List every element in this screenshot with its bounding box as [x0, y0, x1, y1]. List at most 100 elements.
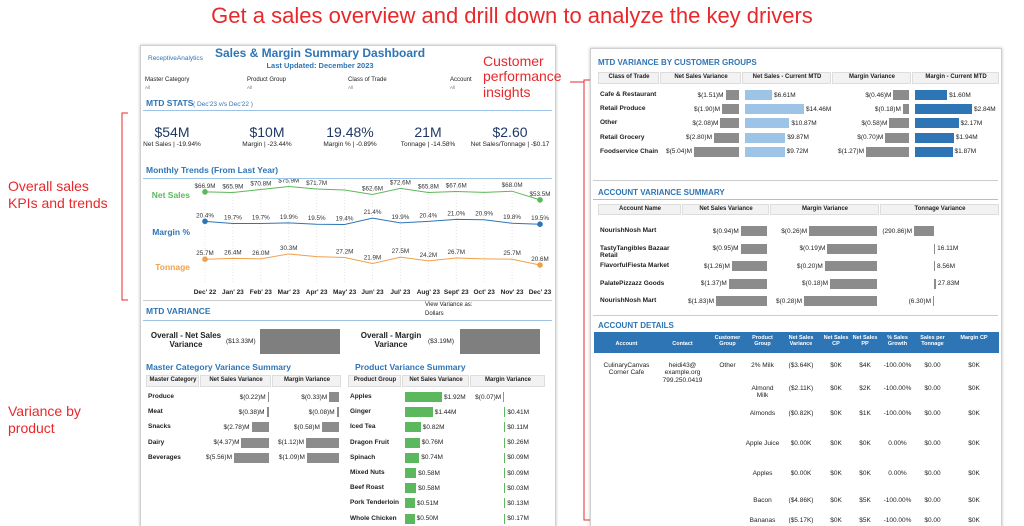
- bar-label: $(1.83)M: [687, 297, 714, 305]
- bar-label: $6.61M: [773, 91, 796, 99]
- bar-label: $10.87M: [791, 119, 817, 127]
- bar-label: $(1.09)M: [278, 454, 305, 462]
- bar: [503, 392, 505, 402]
- x-tick-label: Jan' 23: [222, 289, 244, 296]
- bar: [827, 243, 877, 254]
- cell: $0.00: [924, 440, 941, 447]
- x-tick-label: Oct' 23: [473, 289, 495, 296]
- column-header: Margin Variance: [801, 205, 849, 212]
- row-name: Snacks: [148, 423, 171, 431]
- column-header: Margin Variance: [848, 74, 896, 80]
- bar: [504, 422, 506, 433]
- bar-label: $(1.37)M: [700, 280, 727, 287]
- cell: $5K: [859, 517, 871, 524]
- overall-value: ($3.19M): [428, 338, 455, 345]
- bar: [740, 226, 767, 236]
- divider: [143, 300, 552, 301]
- data-label: 27.5M: [392, 248, 410, 255]
- bar-label: $(1.90)M: [694, 105, 721, 113]
- bar: [745, 118, 790, 129]
- column-header: Net Sales Variance: [209, 377, 263, 383]
- cell: -100.00%: [883, 497, 912, 504]
- last-updated: Last Updated: December 2023: [266, 61, 374, 70]
- header-cell: [832, 72, 911, 84]
- cell: 0.00%: [888, 470, 907, 477]
- bar-label: $0.50M: [416, 515, 439, 523]
- column-header: % Sales Growth: [887, 335, 908, 348]
- bar-label: $0.17M: [507, 515, 529, 523]
- row-name: Retail Grocery: [600, 133, 645, 141]
- bar-label: $0.11M: [507, 423, 529, 431]
- bar-label: $9.87M: [787, 134, 809, 142]
- header-cell: [348, 375, 401, 387]
- bar: [321, 422, 339, 433]
- bracket: [121, 112, 128, 301]
- kpi-value: $10M: [249, 124, 285, 140]
- cell: Bacon: [753, 497, 772, 504]
- cell: 0.00%: [888, 440, 907, 447]
- bar: [809, 226, 877, 236]
- bar: [889, 118, 909, 129]
- cell: $0K: [830, 517, 842, 524]
- bar: [745, 146, 785, 157]
- x-tick-label: Mar' 23: [278, 289, 301, 296]
- bar: [915, 90, 948, 100]
- data-label: 19.7%: [224, 215, 242, 222]
- bar-label: $1.94M: [955, 134, 978, 142]
- row-name: Pork Tenderloin: [350, 499, 399, 507]
- bar-label: $0.76M: [421, 439, 444, 447]
- data-label: 30.3M: [280, 245, 298, 252]
- bar: [914, 226, 934, 236]
- bar-label: $(0.95)M: [712, 245, 739, 252]
- filter-label: Class of Trade: [348, 77, 387, 83]
- bar: [745, 132, 786, 143]
- bar: [694, 146, 739, 157]
- x-tick-label: Sept' 23: [444, 289, 469, 296]
- bar-label: $(0.18)M: [802, 280, 829, 287]
- filter-label: Account: [450, 77, 472, 83]
- kpi-value: $54M: [154, 124, 190, 140]
- annotation: Variance by product: [8, 403, 81, 436]
- bar-label: 16.11M: [937, 245, 959, 252]
- header-cell: [146, 375, 199, 387]
- data-label: 26.4M: [224, 249, 242, 256]
- bar: [731, 261, 767, 271]
- bar: [728, 278, 767, 289]
- row-name: Apples: [350, 393, 372, 400]
- kpi-label: Margin % | -0.89%: [323, 141, 377, 148]
- bar-label: $(1.12)M: [277, 439, 304, 447]
- chart-title: Monthly Trends (From Last Year): [146, 165, 279, 175]
- bar: [234, 452, 269, 463]
- header-cell: [470, 375, 545, 387]
- bar-label: $0.09M: [507, 469, 529, 477]
- series-name: Net Sales: [152, 190, 191, 200]
- bar: [336, 407, 339, 418]
- bar: [934, 243, 936, 254]
- column-header: Master Category: [149, 377, 197, 383]
- data-label: 24.2M: [420, 252, 438, 259]
- bar-label: $0.09M: [507, 454, 529, 462]
- bar-label: $1.92M: [444, 393, 466, 401]
- cell: $0K: [859, 440, 871, 447]
- bar: [804, 296, 877, 306]
- header-cell: [682, 204, 769, 215]
- bar: [740, 243, 767, 254]
- cell: ($2.11K): [788, 385, 814, 392]
- bar-label: $(0.70)M: [857, 134, 884, 142]
- bar: [306, 437, 339, 448]
- cell: Apple Juice: [745, 440, 780, 447]
- data-label: $66.9M: [194, 183, 215, 190]
- row-name: NourishNosh Mart: [600, 227, 657, 234]
- bar-label: $9.72M: [786, 148, 809, 156]
- kpi-value: $2.60: [492, 124, 528, 140]
- row-name: FlavorfulFiesta Market: [600, 262, 669, 269]
- bar: [504, 407, 506, 418]
- bar: [504, 513, 506, 524]
- bar: [893, 90, 909, 100]
- filter-value: All: [247, 85, 253, 90]
- bar: [716, 296, 767, 306]
- cell: $0.00: [924, 497, 941, 504]
- cell: $0K: [968, 470, 980, 477]
- bar: [885, 132, 909, 143]
- cell: $0.00: [924, 470, 941, 477]
